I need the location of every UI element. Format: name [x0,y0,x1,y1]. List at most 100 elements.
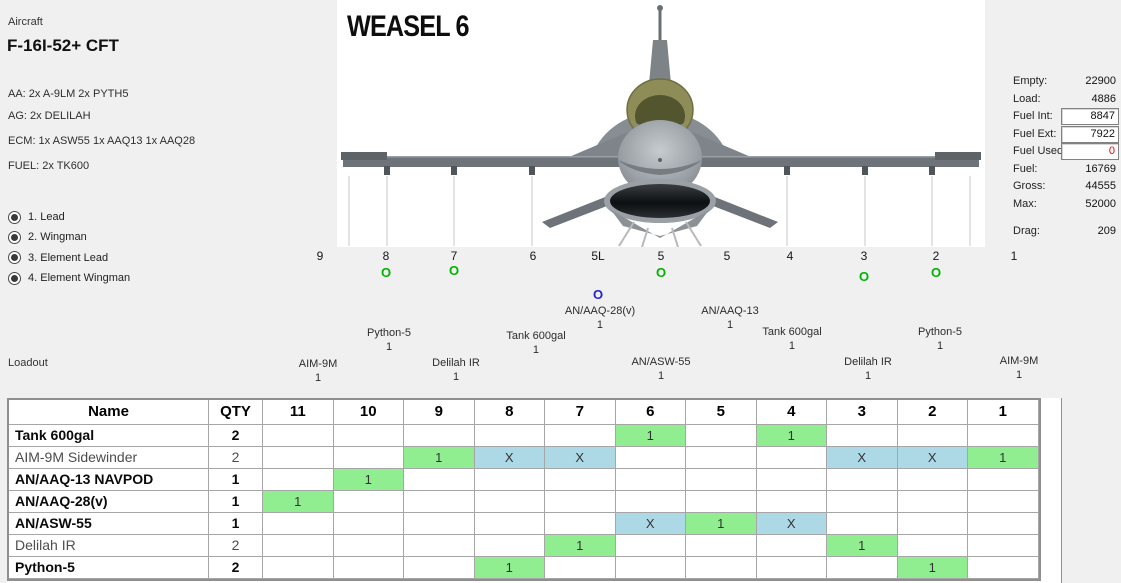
loadout-cell-aim-9m-sidewinder-station-1[interactable]: 1 [968,447,1039,469]
loadout-cell-an-asw-55-station-11[interactable] [263,513,334,535]
loadout-cell-python-5-station-8[interactable]: 1 [474,557,545,579]
role-option-element-lead[interactable]: 3. Element Lead [8,248,108,268]
loadout-cell-delilah-ir-station-7[interactable]: 1 [545,535,616,557]
station-number-9[interactable]: 9 [316,249,324,263]
loadout-cell-aim-9m-sidewinder-station-4[interactable] [756,447,827,469]
loadout-cell-delilah-ir-station-2[interactable] [897,535,968,557]
loadout-cell-an-aaq-28-v-station-7[interactable] [545,491,616,513]
loadout-cell-an-aaq-28-v-station-4[interactable] [756,491,827,513]
loadout-cell-an-aaq-13-navpod-station-4[interactable] [756,469,827,491]
loadout-cell-tank-600gal-station-4[interactable]: 1 [756,425,827,447]
loadout-cell-an-aaq-13-navpod-station-3[interactable] [827,469,898,491]
loadout-cell-delilah-ir-station-9[interactable] [404,535,475,557]
loadout-cell-python-5-station-2[interactable]: 1 [897,557,968,579]
station-number-5[interactable]: 5 [723,249,731,263]
loadout-cell-aim-9m-sidewinder-station-7[interactable]: X [545,447,616,469]
loadout-cell-delilah-ir-station-6[interactable] [615,535,686,557]
loadout-cell-tank-600gal-station-2[interactable] [897,425,968,447]
loadout-cell-python-5-station-10[interactable] [333,557,404,579]
loadout-cell-an-aaq-13-navpod-station-8[interactable] [474,469,545,491]
loadout-cell-tank-600gal-station-5[interactable] [686,425,757,447]
loadout-cell-an-aaq-13-navpod-station-2[interactable] [897,469,968,491]
loadout-cell-an-aaq-13-navpod-station-11[interactable] [263,469,334,491]
station-number-7[interactable]: 7 [450,249,458,263]
loadout-cell-an-asw-55-station-9[interactable] [404,513,475,535]
loadout-cell-delilah-ir-station-10[interactable] [333,535,404,557]
role-option-element-wingman[interactable]: 4. Element Wingman [8,268,130,288]
loadout-cell-python-5-station-7[interactable] [545,557,616,579]
loadout-cell-tank-600gal-station-1[interactable] [968,425,1039,447]
station-number-4[interactable]: 4 [786,249,794,263]
radio-icon[interactable] [8,251,21,264]
radio-icon[interactable] [8,271,21,285]
loadout-cell-aim-9m-sidewinder-station-5[interactable] [686,447,757,469]
loadout-cell-delilah-ir-station-4[interactable] [756,535,827,557]
loadout-cell-an-aaq-13-navpod-station-1[interactable] [968,469,1039,491]
loadout-cell-an-aaq-28-v-station-3[interactable] [827,491,898,513]
loadout-cell-an-asw-55-station-4[interactable]: X [756,513,827,535]
station-number-3[interactable]: 3 [860,249,868,263]
loadout-cell-aim-9m-sidewinder-station-10[interactable] [333,447,404,469]
row-name-an-aaq-28-v: AN/AAQ-28(v) [9,491,209,513]
radio-icon[interactable] [8,210,21,224]
loadout-cell-an-asw-55-station-6[interactable]: X [615,513,686,535]
loadout-cell-an-asw-55-station-2[interactable] [897,513,968,535]
role-option-lead[interactable]: 1. Lead [8,207,65,227]
loadout-cell-aim-9m-sidewinder-station-11[interactable] [263,447,334,469]
loadout-cell-an-aaq-13-navpod-station-6[interactable] [615,469,686,491]
role-option-wingman[interactable]: 2. Wingman [8,227,87,247]
loadout-cell-an-aaq-28-v-station-11[interactable]: 1 [263,491,334,513]
station-number-2[interactable]: 2 [932,249,940,263]
loadout-cell-an-aaq-13-navpod-station-5[interactable] [686,469,757,491]
loadout-cell-an-asw-55-station-7[interactable] [545,513,616,535]
loadout-cell-aim-9m-sidewinder-station-6[interactable] [615,447,686,469]
loadout-cell-aim-9m-sidewinder-station-8[interactable]: X [474,447,545,469]
loadout-cell-an-aaq-13-navpod-station-10[interactable]: 1 [333,469,404,491]
loadout-cell-delilah-ir-station-5[interactable] [686,535,757,557]
station-number-5l[interactable]: 5L [591,249,605,263]
loadout-cell-delilah-ir-station-8[interactable] [474,535,545,557]
loadout-cell-an-asw-55-station-10[interactable] [333,513,404,535]
loadout-cell-tank-600gal-station-3[interactable] [827,425,898,447]
loadout-cell-an-aaq-28-v-station-2[interactable] [897,491,968,513]
loadout-cell-delilah-ir-station-11[interactable] [263,535,334,557]
loadout-cell-an-aaq-28-v-station-1[interactable] [968,491,1039,513]
loadout-cell-python-5-station-11[interactable] [263,557,334,579]
station-number-8[interactable]: 8 [382,249,390,263]
loadout-cell-an-asw-55-station-8[interactable] [474,513,545,535]
loadout-cell-python-5-station-5[interactable] [686,557,757,579]
station-number-6[interactable]: 6 [529,249,537,263]
loadout-cell-an-asw-55-station-5[interactable]: 1 [686,513,757,535]
loadout-cell-python-5-station-3[interactable] [827,557,898,579]
loadout-cell-delilah-ir-station-3[interactable]: 1 [827,535,898,557]
loadout-cell-tank-600gal-station-6[interactable]: 1 [615,425,686,447]
loadout-cell-an-aaq-13-navpod-station-9[interactable] [404,469,475,491]
loadout-cell-delilah-ir-station-1[interactable] [968,535,1039,557]
station-number-5[interactable]: 5 [657,249,665,263]
loadout-cell-an-aaq-28-v-station-6[interactable] [615,491,686,513]
loadout-cell-tank-600gal-station-9[interactable] [404,425,475,447]
loadout-cell-an-asw-55-station-1[interactable] [968,513,1039,535]
loadout-cell-aim-9m-sidewinder-station-3[interactable]: X [827,447,898,469]
loadout-cell-an-aaq-28-v-station-9[interactable] [404,491,475,513]
loadout-cell-an-aaq-28-v-station-5[interactable] [686,491,757,513]
loadout-cell-tank-600gal-station-11[interactable] [263,425,334,447]
stat-value-box[interactable]: 7922 [1061,125,1119,143]
stat-value-box[interactable]: 8847 [1061,108,1119,125]
loadout-cell-an-asw-55-station-3[interactable] [827,513,898,535]
loadout-cell-tank-600gal-station-10[interactable] [333,425,404,447]
loadout-cell-aim-9m-sidewinder-station-9[interactable]: 1 [404,447,475,469]
loadout-cell-an-aaq-28-v-station-8[interactable] [474,491,545,513]
loadout-cell-python-5-station-6[interactable] [615,557,686,579]
loadout-cell-tank-600gal-station-8[interactable] [474,425,545,447]
loadout-cell-an-aaq-28-v-station-10[interactable] [333,491,404,513]
loadout-cell-python-5-station-1[interactable] [968,557,1039,579]
loadout-cell-aim-9m-sidewinder-station-2[interactable]: X [897,447,968,469]
loadout-cell-tank-600gal-station-7[interactable] [545,425,616,447]
radio-icon[interactable] [8,230,21,244]
loadout-cell-python-5-station-9[interactable] [404,557,475,579]
loadout-cell-an-aaq-13-navpod-station-7[interactable] [545,469,616,491]
station-number-1[interactable]: 1 [1010,249,1018,263]
loadout-cell-python-5-station-4[interactable] [756,557,827,579]
stat-value-box[interactable]: 0 [1061,143,1119,160]
